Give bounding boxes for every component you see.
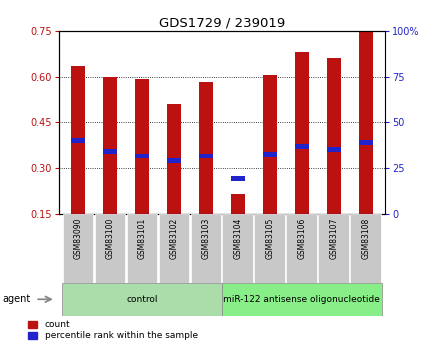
- Bar: [190, 214, 221, 283]
- Bar: [158, 214, 189, 283]
- Bar: [221, 283, 381, 316]
- Text: GSM83103: GSM83103: [201, 217, 210, 259]
- Bar: [350, 214, 380, 283]
- Text: GSM83108: GSM83108: [361, 217, 369, 259]
- Bar: [62, 283, 221, 316]
- Title: GDS1729 / 239019: GDS1729 / 239019: [158, 17, 284, 30]
- Legend: count, percentile rank within the sample: count, percentile rank within the sample: [28, 320, 197, 341]
- Text: GSM83100: GSM83100: [105, 217, 114, 259]
- Bar: [318, 214, 349, 283]
- Text: GSM83104: GSM83104: [233, 217, 242, 259]
- Text: GSM83101: GSM83101: [137, 217, 146, 259]
- Text: GSM83107: GSM83107: [329, 217, 338, 259]
- Bar: [358, 32, 372, 214]
- Bar: [326, 58, 340, 214]
- Bar: [222, 214, 253, 283]
- Bar: [166, 104, 181, 214]
- Bar: [286, 214, 316, 283]
- Bar: [126, 214, 157, 283]
- Text: GSM83106: GSM83106: [296, 217, 306, 259]
- Bar: [62, 214, 93, 283]
- Bar: [166, 158, 181, 163]
- Bar: [94, 214, 125, 283]
- Bar: [230, 194, 244, 214]
- Bar: [135, 154, 149, 158]
- Text: agent: agent: [2, 294, 30, 304]
- Text: GSM83105: GSM83105: [265, 217, 274, 259]
- Bar: [230, 176, 244, 181]
- Bar: [254, 214, 285, 283]
- Text: miR-122 antisense oligonucleotide: miR-122 antisense oligonucleotide: [223, 295, 379, 304]
- Bar: [71, 66, 85, 214]
- Bar: [71, 138, 85, 143]
- Bar: [198, 82, 213, 214]
- Text: GSM83102: GSM83102: [169, 217, 178, 259]
- Bar: [326, 147, 340, 152]
- Bar: [262, 152, 276, 157]
- Text: control: control: [126, 295, 157, 304]
- Bar: [102, 149, 117, 154]
- Bar: [198, 154, 213, 158]
- Bar: [358, 140, 372, 145]
- Bar: [135, 79, 149, 214]
- Bar: [262, 75, 276, 214]
- Bar: [102, 77, 117, 214]
- Bar: [294, 145, 308, 149]
- Bar: [294, 52, 308, 214]
- Text: GSM83090: GSM83090: [73, 217, 82, 259]
